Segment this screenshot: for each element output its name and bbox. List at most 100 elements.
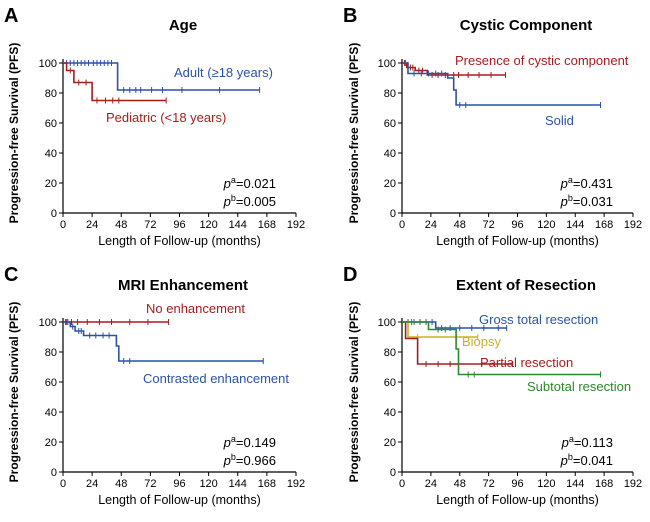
y-tick-label: 0	[51, 208, 57, 220]
x-tick-label: 24	[425, 219, 437, 231]
x-axis-label: Length of Follow-up (months)	[98, 493, 261, 507]
y-tick-label: 100	[39, 58, 57, 70]
x-tick-label: 120	[537, 478, 555, 490]
panel-title: Age	[169, 17, 197, 34]
panel-title: Extent of Resection	[456, 277, 596, 294]
series-label: Contrasted enhancement	[143, 371, 289, 386]
x-tick-label: 192	[287, 219, 305, 231]
p-value: pa=0.113	[561, 434, 613, 450]
x-tick-label: 0	[60, 219, 66, 231]
x-tick-label: 96	[511, 219, 523, 231]
y-axis-label: Progression-free Survival (PFS)	[347, 43, 361, 224]
series-subtotal-resection	[402, 319, 602, 378]
series-contrasted-enhancement	[63, 319, 264, 364]
x-tick-label: 120	[199, 219, 217, 231]
p-value: pb=0.041	[560, 452, 613, 468]
p-value: pb=0.005	[223, 193, 276, 209]
survival-curve	[402, 62, 601, 106]
x-tick-label: 48	[115, 478, 127, 490]
x-tick-label: 120	[199, 478, 217, 490]
x-tick-label: 144	[229, 219, 247, 231]
x-tick-label: 96	[511, 478, 523, 490]
x-tick-label: 24	[425, 478, 437, 490]
x-tick-label: 72	[483, 478, 495, 490]
p-value: pb=0.031	[560, 193, 613, 209]
y-tick-label: 20	[384, 437, 396, 449]
y-tick-label: 100	[39, 317, 57, 329]
y-tick-label: 40	[384, 148, 396, 160]
x-tick-label: 144	[566, 219, 584, 231]
y-tick-label: 100	[378, 58, 396, 70]
y-tick-label: 20	[45, 437, 57, 449]
y-axis-label: Progression-free Survival (PFS)	[7, 43, 21, 224]
x-tick-label: 168	[258, 219, 276, 231]
series-label: No enhancement	[146, 301, 245, 316]
x-tick-label: 24	[86, 219, 98, 231]
y-tick-label: 60	[45, 118, 57, 130]
y-tick-label: 40	[45, 148, 57, 160]
x-tick-label: 48	[115, 219, 127, 231]
x-tick-label: 144	[229, 478, 247, 490]
x-tick-label: 72	[144, 478, 156, 490]
panel-a: A Age 0 20 40 60 80 100 0 24 48 72 96 120 144 168 192 Len…	[4, 5, 305, 248]
x-tick-label: 48	[454, 219, 466, 231]
x-tick-label: 72	[144, 219, 156, 231]
x-axis-label: Length of Follow-up (months)	[98, 234, 261, 248]
x-tick-label: 0	[60, 478, 66, 490]
y-tick-label: 80	[384, 347, 396, 359]
panel-c: C MRI Enhancement 0 20 40 60 80 100 0 24 48 72 96 120…	[4, 264, 305, 507]
x-tick-label: 192	[624, 478, 642, 490]
survival-curve	[63, 62, 260, 91]
panel-letter: D	[343, 264, 357, 286]
x-tick-label: 72	[483, 219, 495, 231]
series-label: Biopsy	[462, 334, 502, 349]
x-tick-label: 192	[287, 478, 305, 490]
y-tick-label: 20	[384, 178, 396, 190]
y-tick-label: 60	[384, 377, 396, 389]
series-label: Pediatric (<18 years)	[106, 110, 226, 125]
y-tick-label: 60	[45, 377, 57, 389]
panel-letter: C	[4, 264, 18, 286]
p-value: pa=0.431	[560, 175, 613, 191]
y-tick-label: 0	[390, 208, 396, 220]
x-tick-label: 168	[595, 478, 613, 490]
x-axis-label: Length of Follow-up (months)	[436, 493, 599, 507]
y-tick-label: 0	[390, 467, 396, 479]
series-no-enhancement	[63, 319, 170, 325]
p-value: pa=0.021	[223, 175, 276, 191]
p-value: pb=0.966	[223, 452, 276, 468]
x-tick-label: 168	[258, 478, 276, 490]
y-tick-label: 80	[384, 88, 396, 100]
series-label: Adult (≥18 years)	[174, 65, 273, 80]
x-tick-label: 192	[624, 219, 642, 231]
y-tick-label: 0	[51, 467, 57, 479]
y-tick-label: 80	[45, 88, 57, 100]
series-pediatric-18-years	[63, 62, 167, 104]
series-solid	[402, 60, 602, 108]
x-tick-label: 48	[454, 478, 466, 490]
x-tick-label: 168	[595, 219, 613, 231]
panel-title: MRI Enhancement	[118, 277, 248, 294]
y-axis-label: Progression-free Survival (PFS)	[7, 302, 21, 483]
x-tick-label: 96	[173, 478, 185, 490]
y-tick-label: 20	[45, 178, 57, 190]
x-tick-label: 24	[86, 478, 98, 490]
x-axis-label: Length of Follow-up (months)	[436, 234, 599, 248]
panel-letter: B	[343, 5, 357, 27]
series-label: Gross total resection	[479, 312, 598, 327]
y-tick-label: 40	[384, 407, 396, 419]
y-tick-label: 60	[384, 118, 396, 130]
x-tick-label: 0	[399, 478, 405, 490]
x-tick-label: 120	[537, 219, 555, 231]
x-tick-label: 0	[399, 219, 405, 231]
y-axis-label: Progression-free Survival (PFS)	[347, 302, 361, 483]
x-tick-label: 96	[173, 219, 185, 231]
series-label: Partial resection	[480, 355, 573, 370]
y-tick-label: 40	[45, 407, 57, 419]
series-label: Solid	[545, 113, 574, 128]
series-label: Subtotal resection	[527, 379, 631, 394]
panel-letter: A	[4, 5, 18, 27]
panel-b: B Cystic Component 0 20 40 60 80 100 0 24 48 72 96 12…	[343, 5, 642, 248]
panel-d: D Extent of Resection 0 20 40 60 80 100 0 24 48 72 9…	[343, 264, 642, 507]
